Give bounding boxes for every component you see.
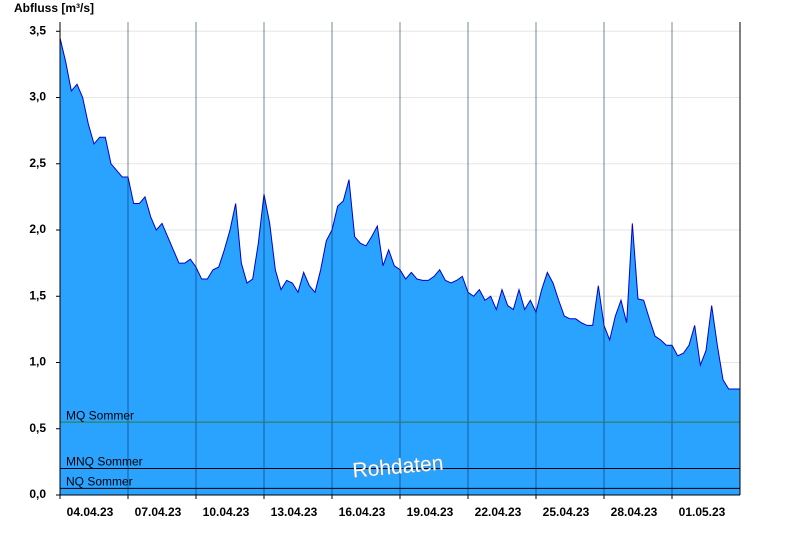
reference-label: MNQ Sommer bbox=[66, 455, 143, 469]
y-tick-label: 1,0 bbox=[29, 355, 46, 369]
y-tick-label: 2,0 bbox=[29, 222, 46, 236]
reference-label: MQ Sommer bbox=[66, 408, 134, 422]
x-tick-label: 19.04.23 bbox=[407, 505, 454, 519]
x-tick-label: 13.04.23 bbox=[271, 505, 318, 519]
x-tick-label: 16.04.23 bbox=[339, 505, 386, 519]
x-tick-label: 25.04.23 bbox=[543, 505, 590, 519]
y-tick-label: 3,5 bbox=[29, 23, 46, 37]
y-tick-label: 1,5 bbox=[29, 288, 46, 302]
x-tick-label: 10.04.23 bbox=[203, 505, 250, 519]
x-tick-label: 07.04.23 bbox=[135, 505, 182, 519]
area bbox=[60, 37, 740, 496]
y-tick-label: 0,5 bbox=[29, 421, 46, 435]
x-tick-label: 22.04.23 bbox=[475, 505, 522, 519]
y-tick-label: 0,0 bbox=[29, 487, 46, 501]
x-tick-label: 28.04.23 bbox=[611, 505, 658, 519]
reference-label: NQ Sommer bbox=[66, 475, 133, 489]
y-tick-label: 2,5 bbox=[29, 156, 46, 170]
y-axis-label: Abfluss [m³/s] bbox=[14, 1, 94, 15]
x-tick-label: 04.04.23 bbox=[67, 505, 114, 519]
x-tick-label: 01.05.23 bbox=[679, 505, 726, 519]
y-tick-label: 3,0 bbox=[29, 90, 46, 104]
